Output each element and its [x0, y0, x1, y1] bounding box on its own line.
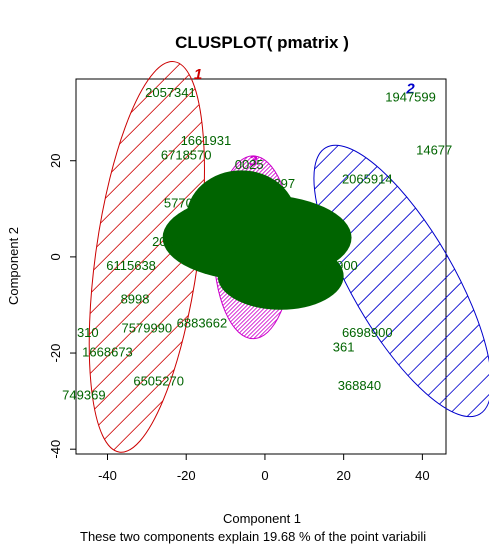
- y-tick-label: 20: [48, 153, 63, 167]
- cluster-numbers: 1 2 3: [194, 66, 416, 170]
- point-label: 749369: [62, 388, 105, 403]
- x-tick-label: -20: [177, 468, 196, 483]
- point-label: 310: [77, 325, 99, 340]
- y-axis: -40 -20 0 20: [48, 153, 77, 459]
- point-label: 6883662: [177, 316, 228, 331]
- cluster-number-2: 2: [405, 80, 415, 97]
- point-label: 6505270: [133, 373, 184, 388]
- point-label: 5770: [164, 195, 193, 210]
- x-tick-label: 20: [336, 468, 350, 483]
- point-label: 6698900: [342, 325, 393, 340]
- point-label: 4897: [266, 176, 295, 191]
- point-label: 2065914: [342, 171, 393, 186]
- dense-label-cloud-lower: [217, 242, 344, 310]
- point-label: 6115638: [106, 258, 156, 273]
- cluster-number-3: 3: [249, 153, 258, 170]
- point-labels: 2057341 1947599 1661931 14677 6718570 0025 206…: [62, 85, 452, 403]
- point-label: 90900: [322, 258, 358, 273]
- point-label: 7579990: [122, 320, 173, 335]
- x-axis: -40 -20 0 20 40: [98, 453, 430, 483]
- x-tick-label: -40: [98, 468, 117, 483]
- point-label: 2030: [152, 234, 181, 249]
- chart-subtitle: These two components explain 19.68 % of …: [80, 529, 426, 544]
- point-label: 6718570: [161, 147, 212, 162]
- y-tick-label: 0: [48, 253, 63, 260]
- point-label: 8998: [121, 292, 150, 307]
- central-point-cloud: [162, 170, 352, 310]
- y-axis-label: Component 2: [6, 227, 21, 305]
- y-tick-label: -20: [48, 344, 63, 363]
- y-tick-label: -40: [48, 440, 63, 459]
- point-label: 1947599: [385, 90, 436, 105]
- point-label: 361: [333, 340, 355, 355]
- point-label: 368840: [338, 378, 381, 393]
- cluster-hatch-1: [68, 54, 225, 460]
- cluster-ellipse-2: [313, 144, 489, 418]
- point-label: 1661931: [181, 133, 232, 148]
- point-label: 0025: [235, 157, 264, 172]
- point-label: 2057341: [145, 85, 196, 100]
- x-tick-label: 40: [415, 468, 429, 483]
- chart-title: CLUSPLOT( pmatrix ): [175, 33, 349, 52]
- dense-label-cloud-upper: [186, 170, 297, 267]
- point-label: 14677: [416, 143, 452, 158]
- cluster-number-1: 1: [194, 66, 202, 83]
- x-tick-label: 0: [261, 468, 268, 483]
- point-label: 1668673: [82, 344, 133, 359]
- x-axis-label: Component 1: [223, 511, 301, 526]
